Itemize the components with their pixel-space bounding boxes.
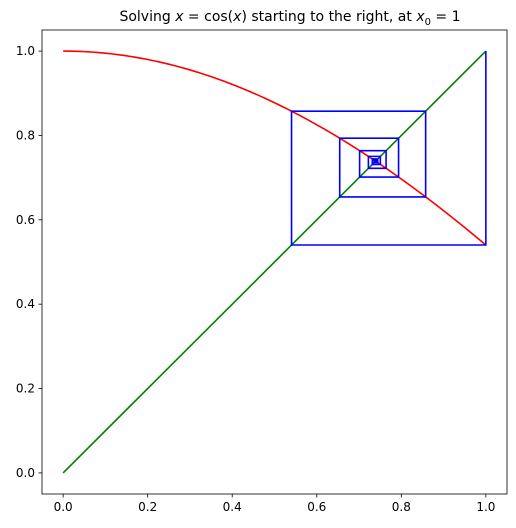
title-prefix: Solving — [119, 9, 175, 25]
x-tick-label: 0.2 — [138, 500, 157, 514]
y-tick-label: 0.4 — [16, 297, 35, 311]
axes-layer: 0.0 0.2 0.4 0.6 0.8 1.0 0.0 0.2 0.4 0.6 0.8 1.0 — [16, 29, 508, 514]
x-tick-label: 0.6 — [307, 500, 326, 514]
title-equation-lhs: x — [174, 9, 184, 25]
chart-title: Solving x = cos(x) starting to the right… — [119, 9, 460, 28]
x-tick-label: 0.0 — [54, 500, 73, 514]
cos-curve-line — [63, 50, 487, 246]
title-suffix: starting to the right, at — [247, 9, 416, 25]
x-tick-label: 0.8 — [392, 500, 411, 514]
y-tick-label: 1.0 — [16, 44, 35, 58]
title-start-var: x — [415, 9, 425, 25]
y-tick-label: 0.8 — [16, 128, 35, 142]
title-equation-end: ) — [241, 9, 246, 25]
identity-line — [62, 50, 487, 474]
y-tick-label: 0.2 — [16, 382, 35, 396]
cobweb-path — [290, 51, 487, 246]
series-layer — [62, 50, 487, 474]
title-equation-arg: x — [232, 9, 242, 25]
y-tick-label: 0.0 — [16, 466, 35, 480]
x-tick-label: 0.4 — [223, 500, 242, 514]
title-equation-mid: = cos( — [183, 9, 233, 25]
title-start-val: = 1 — [431, 9, 461, 25]
y-tick-label: 0.6 — [16, 213, 35, 227]
title-start-sub: 0 — [425, 17, 431, 28]
x-tick-label: 1.0 — [476, 500, 495, 514]
plot-frame — [41, 29, 508, 495]
